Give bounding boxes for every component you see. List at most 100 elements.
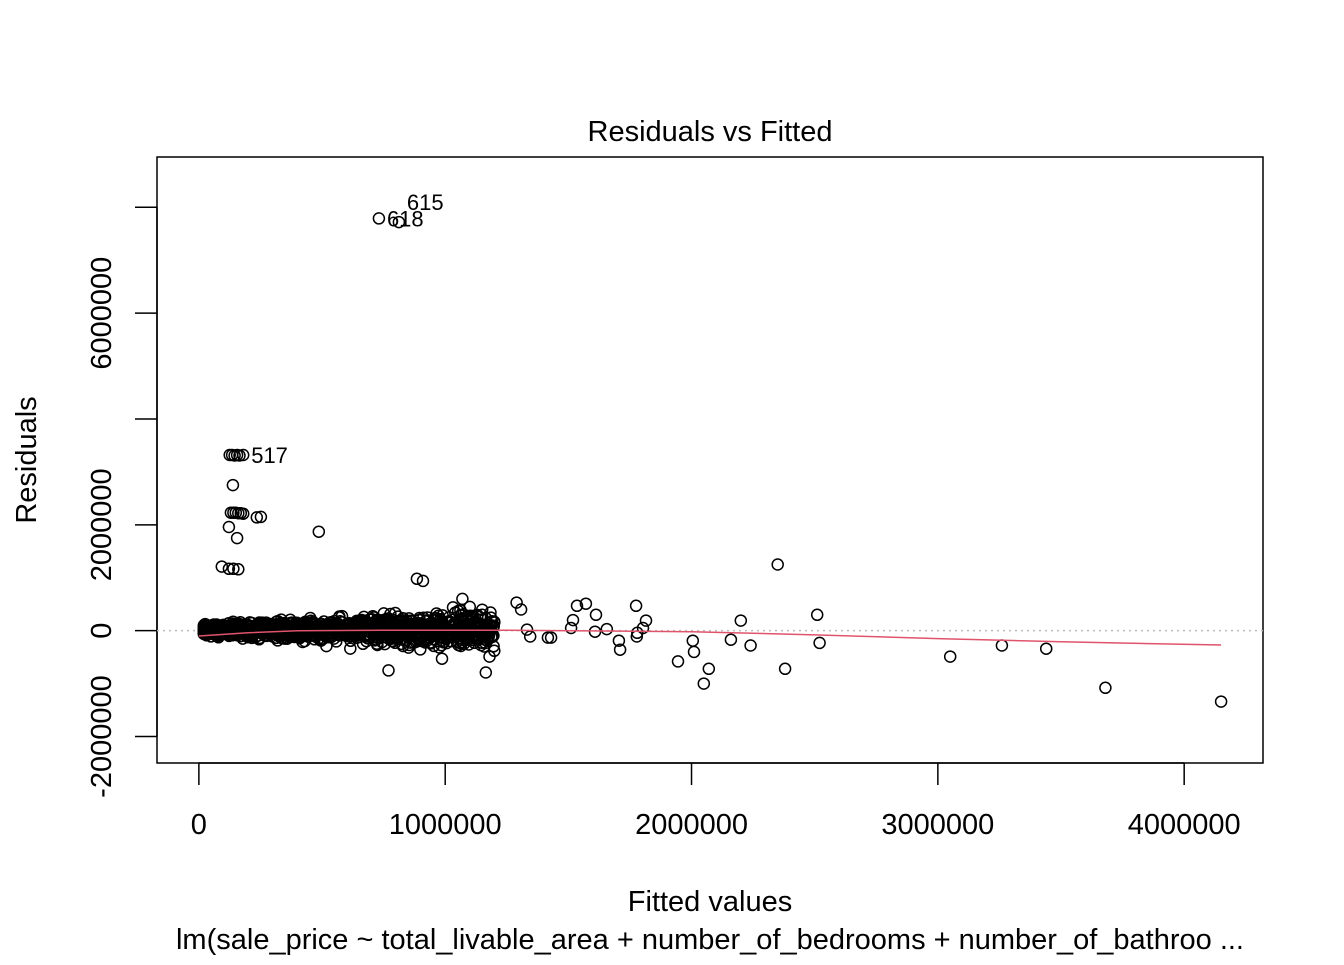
- data-point: [523, 630, 537, 643]
- data-point: [230, 531, 244, 545]
- data-point: [368, 625, 381, 638]
- x-tick-label: 1000000: [389, 809, 502, 841]
- data-point: [724, 633, 738, 646]
- data-point: [219, 623, 232, 636]
- data-point: [463, 600, 477, 614]
- data-point: [215, 560, 229, 573]
- data-point: [579, 597, 593, 610]
- data-point: [410, 572, 424, 586]
- chart-subtitle: lm(sale_price ~ total_livable_area + num…: [176, 924, 1244, 956]
- data-point: [261, 624, 275, 638]
- data-point: [636, 621, 650, 635]
- data-point: [671, 655, 685, 668]
- data-point: [778, 662, 792, 676]
- data-point: [431, 625, 444, 639]
- data-point: [232, 563, 245, 576]
- point-label: 517: [251, 443, 288, 468]
- y-tick-label: 0: [86, 623, 118, 639]
- data-point: [479, 666, 493, 679]
- data-point: [449, 606, 462, 619]
- data-point: [687, 645, 701, 659]
- data-point: [236, 507, 250, 520]
- data-point: [456, 592, 469, 606]
- chart-title: Residuals vs Fitted: [588, 116, 833, 148]
- data-point: [414, 643, 427, 656]
- data-point: [1039, 642, 1053, 655]
- x-tick-label: 0: [191, 809, 207, 841]
- point-label: 618: [387, 206, 424, 231]
- data-point: [312, 525, 326, 538]
- data-point: [483, 650, 496, 663]
- data-point: [413, 613, 426, 627]
- data-point: [744, 639, 757, 652]
- data-point: [510, 596, 523, 609]
- plot-frame: [156, 156, 1264, 764]
- data-point: [485, 630, 498, 644]
- data-point: [423, 636, 437, 649]
- data-point: [389, 606, 402, 620]
- x-axis: 0 1000000 2000000 3000000 4000000: [191, 762, 1241, 841]
- data-point: [566, 613, 580, 627]
- data-point: [376, 614, 389, 627]
- data-point: [335, 609, 349, 623]
- data-point: [943, 650, 957, 663]
- data-point: [514, 603, 528, 616]
- data-point: [398, 621, 412, 635]
- data-point: [342, 622, 356, 635]
- x-axis-label: Fitted values: [628, 886, 792, 918]
- y-tick-label: 2000000: [86, 468, 118, 581]
- data-point: [639, 614, 653, 627]
- data-point: [485, 614, 499, 628]
- data-point: [520, 623, 534, 636]
- data-point: [404, 624, 418, 638]
- data-point: [222, 520, 236, 534]
- data-point: [356, 637, 370, 651]
- data-point: [544, 631, 558, 644]
- y-tick-label: -2000000: [86, 675, 118, 798]
- data-point: [308, 633, 321, 646]
- y-axis-label: Residuals: [11, 396, 43, 523]
- data-point: [238, 617, 252, 631]
- data-point: [435, 652, 449, 665]
- data-point: [479, 611, 492, 625]
- data-point: [197, 623, 211, 636]
- data-point: [570, 599, 584, 613]
- data-point: [454, 621, 467, 635]
- data-point: [306, 626, 319, 640]
- data-point: [600, 622, 614, 636]
- data-point: [250, 511, 264, 524]
- data-point: [372, 212, 386, 225]
- data-point: [292, 626, 306, 639]
- data-point: [564, 621, 578, 635]
- data-point: [810, 608, 824, 622]
- data-point: [697, 677, 711, 690]
- data-point: [357, 614, 370, 627]
- data-point: [613, 643, 627, 656]
- data-point: [734, 614, 748, 627]
- data-point: [306, 621, 319, 634]
- data-point: [541, 631, 555, 644]
- data-point: [401, 628, 415, 642]
- data-point: [813, 636, 826, 650]
- data-point: [702, 662, 716, 676]
- point-label: 615: [407, 190, 444, 215]
- data-point: [378, 637, 392, 651]
- x-tick-label: 4000000: [1128, 809, 1241, 841]
- data-point: [475, 636, 489, 649]
- data-point: [222, 562, 236, 576]
- x-tick-label: 3000000: [881, 809, 994, 841]
- data-point: [1099, 681, 1112, 695]
- data-point: [1214, 695, 1228, 708]
- y-axis: -2000000 0 2000000 6000000: [86, 206, 158, 798]
- data-point: [227, 562, 240, 576]
- x-tick-label: 2000000: [635, 809, 748, 841]
- data-point: [416, 574, 430, 588]
- data-point: [475, 608, 489, 622]
- data-point: [226, 478, 240, 492]
- data-point: [446, 613, 460, 627]
- data-point: [467, 625, 481, 638]
- data-point: [686, 634, 700, 647]
- data-point: [392, 215, 406, 229]
- data-point: [771, 558, 784, 571]
